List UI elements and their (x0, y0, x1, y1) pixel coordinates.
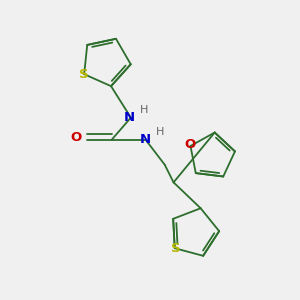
Text: O: O (71, 131, 82, 144)
Text: N: N (140, 133, 151, 146)
Text: O: O (185, 138, 196, 151)
Text: S: S (79, 68, 89, 81)
Text: H: H (156, 127, 164, 137)
Text: S: S (171, 242, 181, 255)
Text: N: N (124, 111, 135, 124)
Text: H: H (140, 105, 148, 115)
